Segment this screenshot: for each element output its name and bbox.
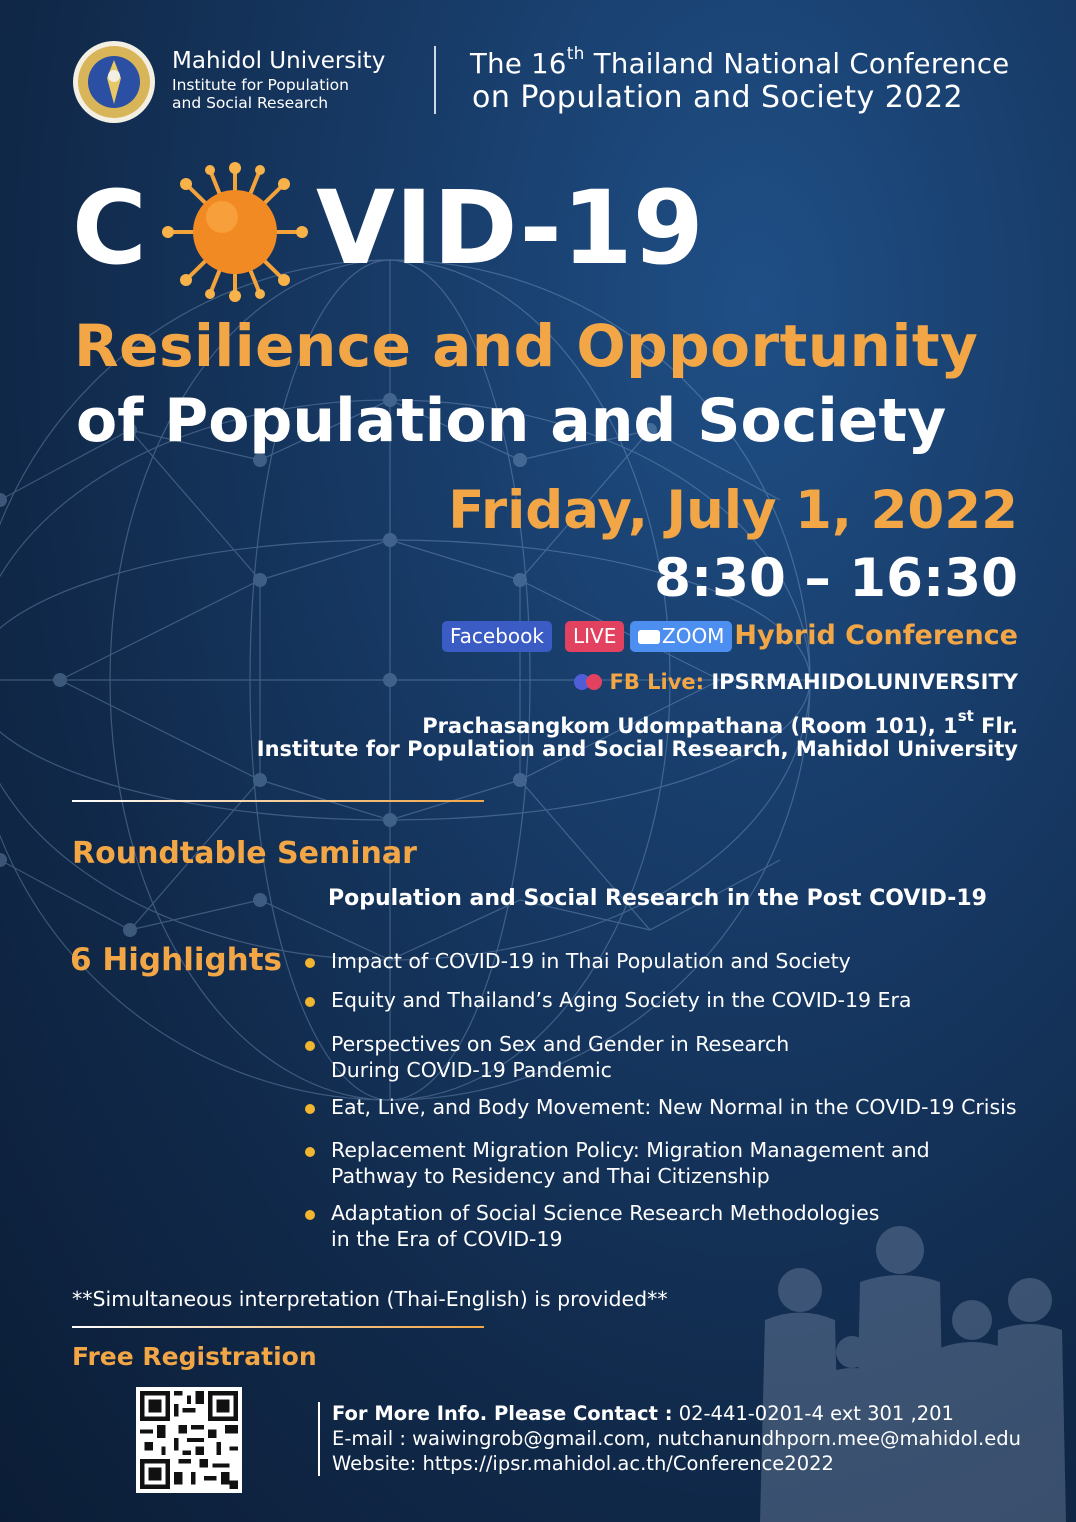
conference-title-line2: on Population and Society 2022 [472,80,964,115]
event-date: Friday, July 1, 2022 [448,480,1018,541]
institute-name: Institute for Population and Social Rese… [172,76,349,112]
contact-website-line[interactable]: Website: https://ipsr.mahidol.ac.th/Conf… [332,1452,834,1475]
header-divider [434,46,436,114]
registration-qr-code[interactable] [136,1387,242,1493]
highlight-item: Adaptation of Social Science Research Me… [305,1200,879,1252]
globe-network-graphic [0,259,811,1101]
event-time: 8:30 – 16:30 [654,548,1018,609]
highlights-heading: 6 Highlights [70,942,282,978]
hybrid-conference-label: Hybrid Conference [734,620,1018,651]
university-name: Mahidol University [172,48,386,74]
family-silhouette-graphic [760,1226,1066,1522]
roundtable-heading: Roundtable Seminar [72,836,417,871]
virus-icon [162,162,308,302]
conference-title-line1: The 16th Thailand National Conference [470,44,1010,80]
interpretation-note: **Simultaneous interpretation (Thai-Engl… [72,1287,668,1311]
live-badge: LIVE [565,621,625,652]
title-covid-rest: VID-19 [316,169,704,288]
contact-phone-line: For More Info. Please Contact : 02-441-0… [332,1402,954,1425]
venue-institute: Institute for Population and Social Rese… [256,737,1018,761]
contact-email-line[interactable]: E-mail : waiwingrob@gmail.com, nutchanun… [332,1427,1021,1450]
facebook-badge: Facebook [442,621,552,652]
highlight-item: Replacement Migration Policy: Migration … [305,1137,930,1189]
section-divider [72,800,484,802]
highlight-item: Perspectives on Sex and Gender in Resear… [305,1031,789,1083]
free-registration-label: Free Registration [72,1342,317,1371]
fb-live-info: FB Live: IPSRMAHIDOLUNIVERSITY [574,670,1018,694]
zoom-badge: ZOOM [630,621,733,652]
zoom-camera-icon [638,630,660,644]
venue-room: Prachasangkom Udompathana (Room 101), 1s… [422,707,1018,738]
roundtable-subtitle: Population and Social Research in the Po… [328,886,987,911]
highlight-item: Equity and Thailand’s Aging Society in t… [305,987,912,1013]
highlight-item: Eat, Live, and Body Movement: New Normal… [305,1094,1017,1120]
mahidol-university-logo [73,41,155,123]
footer-divider [72,1326,484,1328]
highlight-item: Impact of COVID-19 in Thai Population an… [305,948,851,974]
red-dot-icon [586,674,603,690]
title-line1: Resilience and Opportunity [74,312,979,380]
contact-divider [318,1402,320,1476]
title-line2: of Population and Society [76,386,947,456]
title-covid-c: C [72,169,147,288]
